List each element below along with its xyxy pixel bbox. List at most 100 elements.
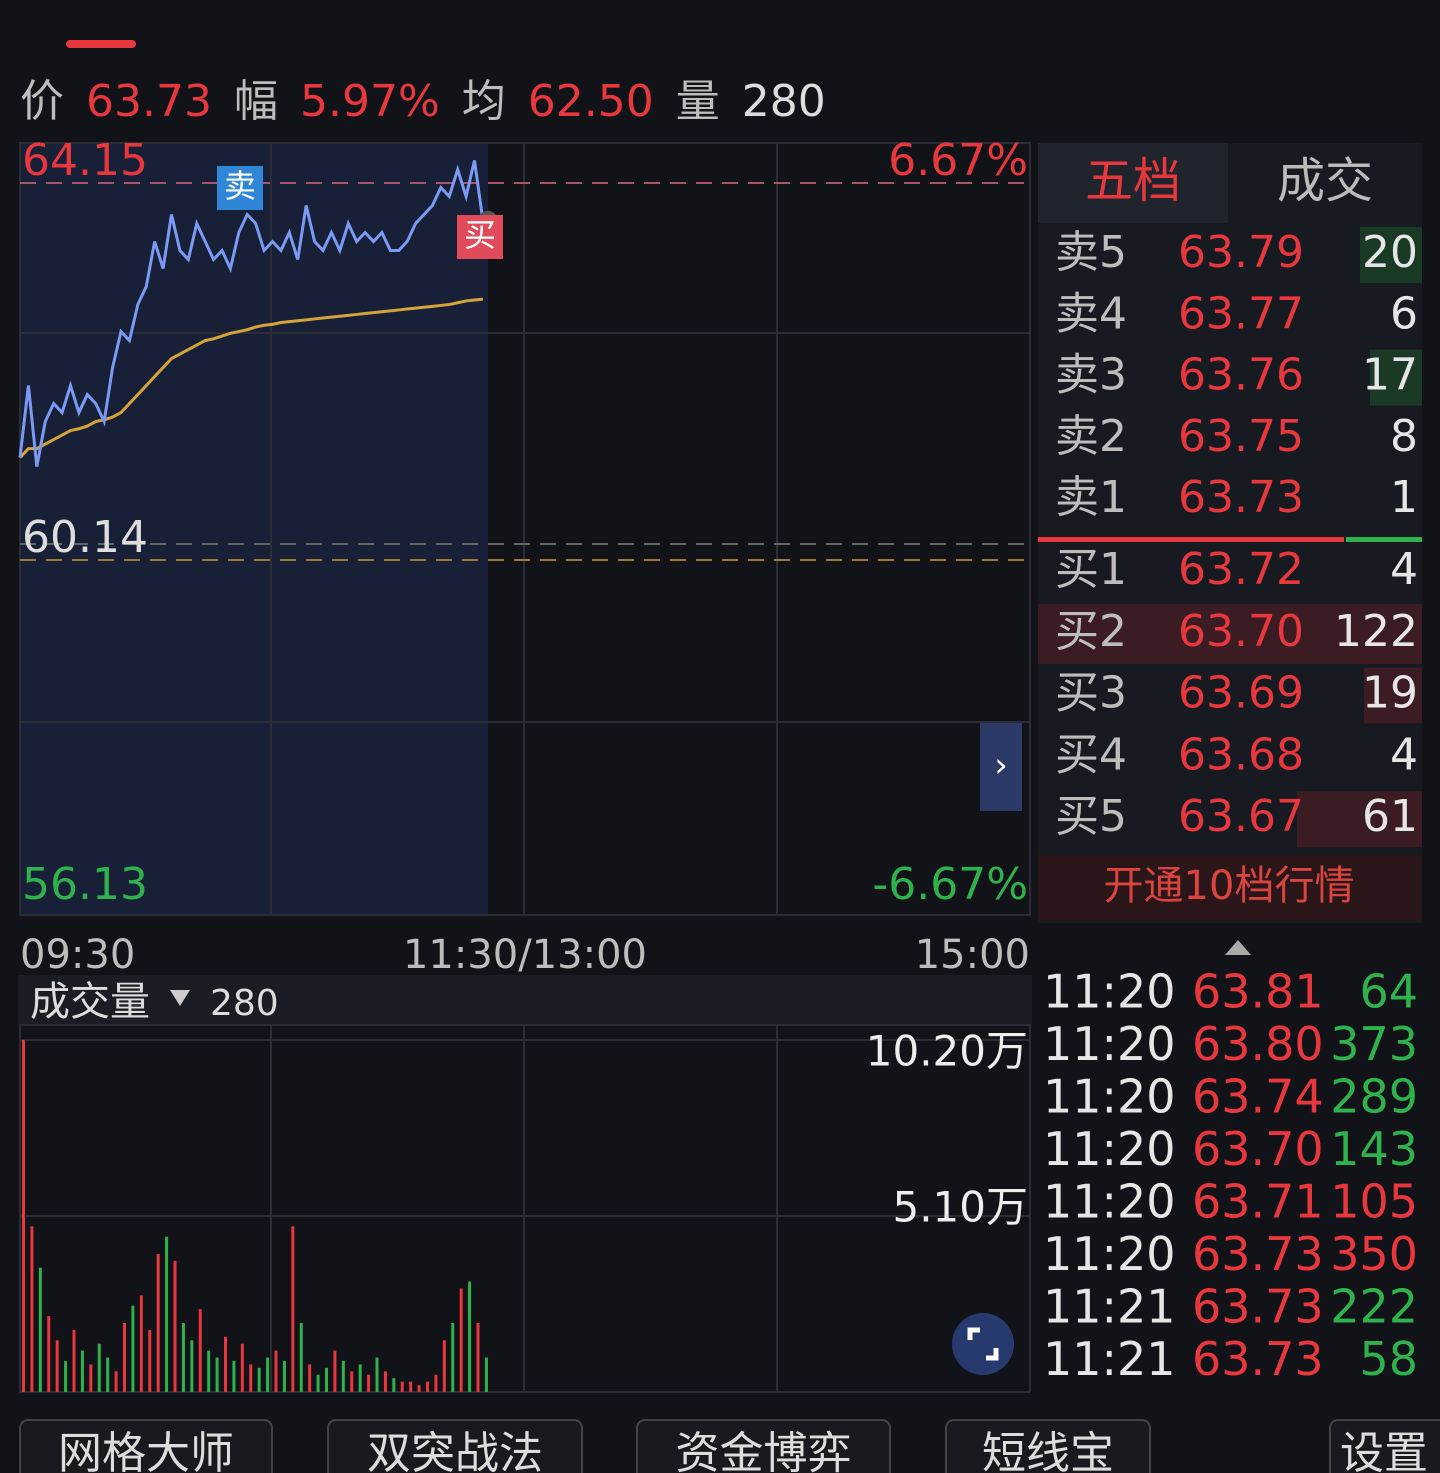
trade-qty: 222: [1330, 1280, 1418, 1334]
trade-price: 63.70: [1192, 1122, 1324, 1176]
sell-marker-bg: [217, 166, 263, 210]
volume-bar: [468, 1281, 472, 1392]
depth-bar: [1370, 349, 1422, 406]
trade-time: 11:20: [1043, 1227, 1176, 1281]
trade-price: 63.73: [1192, 1280, 1324, 1334]
volume-bar: [156, 1253, 160, 1392]
depth-bar: [1360, 227, 1422, 283]
y-tick-label: 56.13: [22, 859, 148, 910]
book-price: 63.69: [1178, 668, 1304, 719]
volume-bar: [358, 1364, 362, 1392]
sell-marker: 卖: [224, 167, 256, 205]
volume-bar: [22, 1040, 25, 1392]
scroll-up[interactable]: [1225, 940, 1251, 955]
volume-bar: [291, 1226, 295, 1392]
volume-header-bg: [18, 975, 1032, 1025]
book-label: 卖1: [1055, 472, 1127, 523]
tool-button[interactable]: [1329, 1419, 1440, 1473]
volume-bar: [249, 1364, 253, 1392]
volume-bar: [367, 1374, 371, 1392]
tool-button[interactable]: [327, 1419, 583, 1473]
tool-label[interactable]: 设置: [1340, 1428, 1428, 1473]
quote-price-label: 价: [20, 76, 64, 127]
book-label: 卖5: [1055, 227, 1127, 278]
fullscreen-icon: [967, 1327, 999, 1361]
volume-bar: [139, 1295, 143, 1392]
y-tick-label: 64.15: [22, 135, 148, 186]
book-price: 63.67: [1178, 791, 1304, 842]
trade-price: 63.74: [1192, 1070, 1324, 1124]
price-area: [20, 143, 488, 915]
pct-label: 6.67%: [888, 135, 1028, 186]
book-label: 卖4: [1055, 288, 1127, 339]
quote-avg-label: 均: [462, 76, 506, 127]
highlight-row: [1038, 604, 1422, 664]
quote-vol-label: 量: [676, 76, 720, 127]
fullscreen-button[interactable]: [952, 1313, 1014, 1375]
tool-label[interactable]: 资金博弈: [676, 1428, 852, 1473]
x-tick-label: 09:30: [20, 932, 135, 978]
dropdown[interactable]: [170, 990, 190, 1006]
y-tick-label: 5.10万: [892, 1183, 1028, 1232]
volume-bar: [38, 1267, 42, 1392]
volume-bar: [383, 1371, 387, 1392]
book-price: 63.76: [1178, 350, 1304, 401]
price-line: [18, 160, 485, 467]
volume-bar: [341, 1360, 345, 1392]
book-qty: 6: [1390, 288, 1418, 339]
upgrade-link[interactable]: 开通10档行情: [1104, 863, 1355, 909]
buy-marker: 买: [464, 216, 496, 254]
trade-time: 11:20: [1043, 1122, 1176, 1176]
volume-bar: [207, 1350, 211, 1392]
volume-bar: [266, 1357, 270, 1392]
volume-bar: [282, 1360, 286, 1392]
trade-time: 11:20: [1043, 1017, 1176, 1071]
tool-label[interactable]: 网格大师: [58, 1428, 234, 1473]
volume-bar: [426, 1381, 429, 1392]
book-tab[interactable]: 成交: [1277, 153, 1373, 209]
trade-price: 63.80: [1192, 1017, 1324, 1071]
volume-bar: [123, 1322, 126, 1392]
book-qty: 19: [1362, 668, 1418, 719]
quote-change: 5.97%: [300, 76, 440, 127]
book-price: 63.75: [1178, 411, 1304, 462]
trade-time: 11:20: [1043, 965, 1176, 1019]
book-qty: 17: [1362, 350, 1418, 401]
trade-price: 63.73: [1192, 1332, 1324, 1386]
volume-bar: [165, 1236, 169, 1392]
book-tab[interactable]: 五档: [1085, 153, 1181, 209]
tab-indicator: [66, 40, 136, 48]
book-qty: 8: [1390, 411, 1418, 462]
book-label: 买5: [1055, 791, 1127, 842]
book-label: 买4: [1055, 729, 1127, 780]
volume-bar: [333, 1350, 337, 1392]
book-label: 卖2: [1055, 411, 1127, 462]
x-tick-label: 15:00: [915, 932, 1030, 978]
ask-ratio: [1038, 537, 1344, 542]
tool-button[interactable]: [945, 1419, 1151, 1473]
volume-bar: [409, 1381, 413, 1392]
avg-line: [18, 297, 484, 459]
volume-bar: [215, 1357, 219, 1392]
trade-qty: 289: [1330, 1070, 1418, 1124]
trade-price: 63.73: [1192, 1227, 1324, 1281]
quote-avg: 62.50: [528, 76, 654, 127]
volume-bar: [274, 1350, 278, 1392]
tool-label[interactable]: 双突战法: [367, 1428, 543, 1473]
volume-bar: [325, 1367, 328, 1392]
trade-qty: 64: [1359, 965, 1418, 1019]
book-label: 卖3: [1055, 350, 1127, 401]
volume-frame: [19, 1024, 1031, 1393]
upgrade-bg: [1038, 855, 1422, 920]
tool-button[interactable]: [636, 1419, 891, 1473]
tool-button[interactable]: [19, 1419, 273, 1473]
book-price: 63.73: [1178, 472, 1304, 523]
tool-label[interactable]: 短线宝: [982, 1428, 1114, 1473]
volume-bar: [308, 1364, 312, 1392]
expand-button[interactable]: [980, 723, 1022, 811]
quote-price: 63.73: [86, 76, 212, 127]
book-label: 买2: [1055, 606, 1127, 657]
volume-bar: [148, 1329, 152, 1392]
book-price: 63.72: [1178, 544, 1304, 595]
